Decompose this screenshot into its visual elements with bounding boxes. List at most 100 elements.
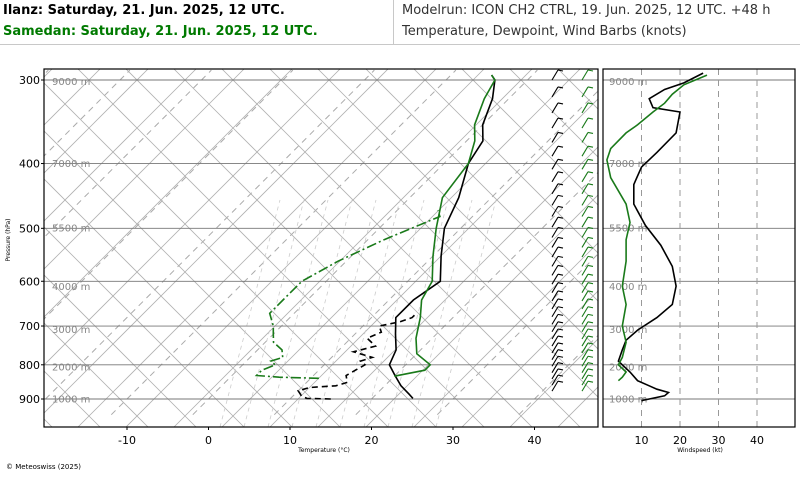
dry-adiabat-line: [44, 69, 293, 318]
moist-adiabat-line: [44, 130, 341, 427]
wind-barb-flag: [557, 69, 564, 72]
dry-adiabat-line: [461, 290, 598, 427]
wind-barb-flag: [557, 273, 564, 276]
wind-barb: [551, 246, 559, 258]
temperature-tick-label: 10: [283, 434, 297, 447]
wind-barb-flag: [557, 349, 564, 352]
moist-adiabat-line: [44, 274, 197, 427]
pressure-tick-label: 700: [19, 320, 40, 333]
mixing-ratio-line: [411, 199, 473, 427]
wind-barb-flag: [587, 131, 594, 135]
altitude-label: 7000 m: [52, 159, 90, 170]
dry-adiabat-line: [317, 146, 598, 427]
wind-barb-flag: [587, 380, 594, 383]
dry-adiabat-line: [269, 98, 598, 427]
wind-barb: [551, 298, 559, 310]
wind-barb: [581, 69, 589, 81]
wind-barb-flag: [557, 321, 564, 324]
wind-barb-flag: [587, 342, 594, 345]
wind-barb: [551, 216, 559, 228]
wind-barb-flag: [557, 362, 564, 365]
altitude-label: 4000 m: [52, 282, 90, 293]
wind-barb: [551, 368, 559, 380]
station1-title: Ilanz: Saturday, 21. Jun. 2025, 12 UTC.: [3, 3, 285, 18]
wind-barb-flag: [587, 205, 594, 209]
windspeed-axis-label: Windspeed (kt): [677, 447, 723, 454]
wind-barb: [581, 355, 589, 367]
wind-barb: [581, 171, 589, 183]
wind-altitude-label: 9000 m: [609, 77, 647, 88]
windspeed-tick-label: 10: [635, 434, 649, 447]
wind-barb-flag: [557, 328, 564, 331]
wind-barb-flag: [557, 236, 564, 239]
wind-barb: [551, 206, 559, 217]
wind-barb-flag: [557, 298, 564, 301]
wind-barb: [551, 237, 559, 248]
wind-barb: [581, 132, 589, 143]
wind-barb-flag: [587, 306, 594, 309]
wind-barb-flag: [587, 273, 594, 276]
wind-barb: [551, 256, 559, 267]
isotherm-line: [110, 69, 457, 416]
pressure-tick-label: 600: [19, 275, 40, 288]
wind-barb: [581, 102, 589, 114]
wind-barb-flag: [587, 349, 594, 352]
moist-adiabat-line: [269, 69, 598, 398]
temperature-axis-label: Temperature (°C): [297, 447, 350, 454]
mixing-ratio-line: [387, 199, 449, 427]
wind-barb-flag: [587, 328, 594, 331]
modelrun-info: Modelrun: ICON CH2 CTRL, 19. Jun. 2025, …: [402, 3, 771, 18]
copyright-note: © Meteoswiss (2025): [6, 463, 82, 471]
wind-barb: [581, 216, 589, 228]
wind-barb: [581, 282, 589, 293]
pressure-axis-label: Pressure (hPa): [5, 218, 12, 261]
mixing-ratio-line: [291, 199, 353, 427]
wind-barb: [581, 227, 589, 238]
wind-barb: [551, 374, 559, 386]
chart-subtitle: Temperature, Dewpoint, Wind Barbs (knots…: [402, 24, 687, 39]
profile-temperature-station2: [394, 74, 496, 377]
dry-adiabat-line: [44, 69, 101, 126]
moist-adiabat-line: [317, 69, 598, 350]
dry-adiabat-line: [44, 69, 245, 270]
temperature-tick-label: 20: [365, 434, 379, 447]
wind-barb: [581, 195, 589, 206]
wind-barb-flag: [557, 342, 564, 345]
wind-barb-flag: [587, 298, 594, 301]
wind-barb: [551, 171, 559, 183]
profile-dewpoint-station1: [296, 312, 417, 400]
wind-barb-flag: [557, 374, 564, 377]
altitude-label: 1000 m: [52, 394, 90, 405]
isotherm-line: [44, 69, 375, 402]
pressure-tick-label: 300: [19, 74, 40, 87]
wind-barb: [551, 306, 559, 318]
wind-barb: [551, 355, 559, 367]
dry-adiabat-line: [173, 69, 533, 427]
wind-barb-flag: [587, 246, 594, 249]
isotherm-line: [355, 171, 598, 416]
wind-barb-flag: [557, 145, 564, 148]
wind-barb: [581, 117, 589, 129]
wind-barb: [551, 183, 559, 195]
wind-barb-flag: [557, 380, 564, 383]
windspeed-tick-label: 20: [673, 434, 687, 447]
wind-barb: [581, 265, 589, 276]
wind-barb: [581, 306, 589, 318]
wind-barb-flag: [587, 264, 594, 267]
temperature-tick-label: 0: [205, 434, 212, 447]
wind-barb: [581, 374, 589, 386]
windspeed-profile-station1: [617, 72, 704, 402]
dry-adiabat-line: [77, 69, 437, 427]
wind-barb-flag: [557, 205, 564, 209]
isotherm-line: [273, 90, 598, 416]
wind-barb-flag: [557, 246, 564, 249]
wind-barb-flag: [557, 158, 564, 161]
wind-barb: [551, 102, 559, 114]
wind-barb-flag: [557, 216, 564, 219]
moist-adiabat-line: [44, 418, 53, 427]
wind-barb-flag: [587, 362, 594, 365]
windspeed-tick-label: 40: [750, 434, 764, 447]
wind-barb: [581, 362, 589, 373]
wind-barb-flag: [557, 86, 564, 89]
wind-barb-flag: [587, 321, 594, 324]
